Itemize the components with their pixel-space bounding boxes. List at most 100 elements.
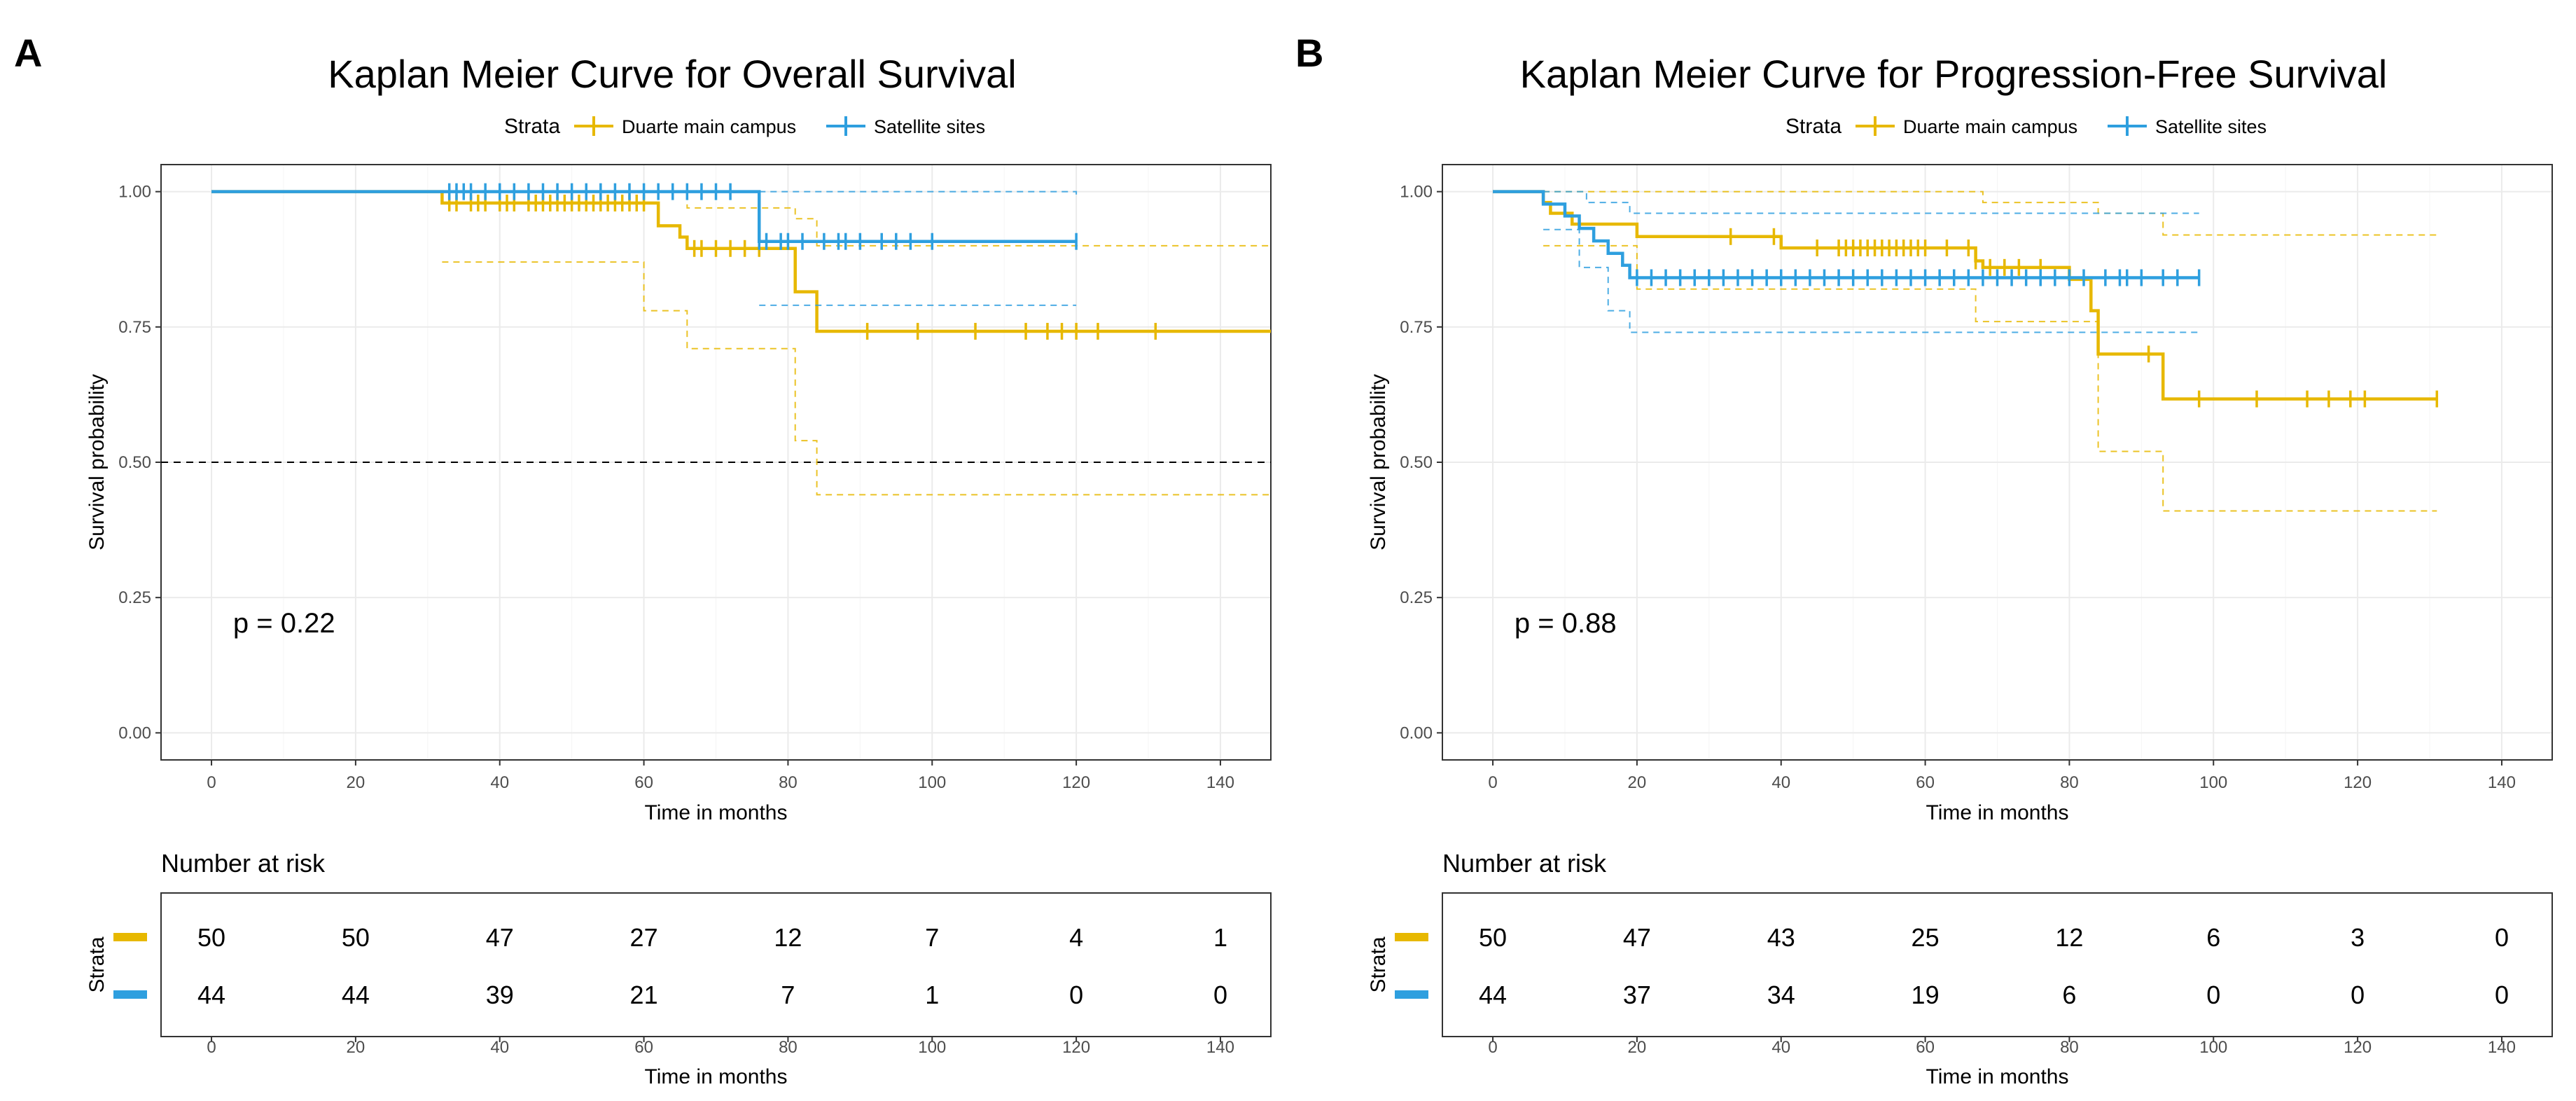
y-tick-label: 1.00	[1400, 183, 1433, 202]
risk-table-frame	[160, 892, 1272, 1037]
x-tick-label: 100	[2199, 773, 2227, 792]
risk-count: 21	[630, 981, 658, 1009]
y-tick-label: 0.75	[1400, 318, 1433, 337]
legend-entry: Satellite sites	[2155, 116, 2267, 137]
risk-row-key	[113, 990, 147, 999]
chart-title: Kaplan Meier Curve for Progression-Free …	[1520, 52, 2388, 96]
ci-upper-line	[442, 191, 1271, 247]
y-tick-label: 0.00	[1400, 723, 1433, 742]
risk-x-tick-label: 80	[779, 1038, 798, 1057]
y-axis-label: Survival probability	[1367, 374, 1390, 550]
risk-x-tick-label: 0	[1488, 1038, 1497, 1057]
risk-x-tick-label: 40	[490, 1038, 509, 1057]
risk-x-tick-label: 140	[1206, 1038, 1234, 1057]
ci-lower-line	[442, 261, 1271, 496]
x-axis: 0 20 40 60 80 100 120 140 Time in months	[1488, 760, 2516, 824]
x-tick-label: 20	[1628, 773, 1647, 792]
x-tick-label: 40	[490, 773, 509, 792]
x-tick-label: 40	[1771, 773, 1790, 792]
risk-count: 0	[2351, 981, 2365, 1009]
risk-count: 47	[1623, 923, 1651, 952]
risk-count: 0	[1213, 981, 1227, 1009]
risk-count: 43	[1767, 923, 1795, 952]
x-tick-label: 120	[1062, 773, 1090, 792]
y-axis-label: Survival probability	[85, 374, 109, 550]
risk-x-tick-label: 100	[918, 1038, 946, 1057]
y-tick-label: 0.25	[1400, 588, 1433, 607]
series-satellite-sites	[211, 183, 1078, 306]
risk-count: 19	[1912, 981, 1940, 1009]
risk-table-frame	[1442, 892, 2553, 1037]
risk-row-key	[1395, 990, 1428, 999]
risk-x-tick-label: 60	[634, 1038, 653, 1057]
risk-count: 50	[342, 923, 370, 952]
x-tick-label: 80	[779, 773, 798, 792]
risk-x-tick-label: 120	[1062, 1038, 1090, 1057]
y-tick-label: 0.25	[118, 588, 151, 607]
risk-count: 12	[2055, 923, 2083, 952]
x-axis: 0 20 40 60 80 100 120 140 Time in months	[207, 760, 1234, 824]
risk-count: 7	[781, 981, 795, 1009]
ci-upper-line	[1543, 191, 2437, 236]
risk-table-title: Number at risk	[161, 849, 326, 878]
risk-y-label: Strata	[85, 936, 109, 992]
legend: Strata Duarte main campus Satellite sites	[504, 115, 985, 138]
risk-x-tick-label: 20	[1628, 1038, 1647, 1057]
x-tick-label: 20	[347, 773, 365, 792]
risk-table-title: Number at risk	[1442, 849, 1607, 878]
risk-count: 1	[925, 981, 939, 1009]
risk-count: 12	[774, 923, 802, 952]
ci-lower-line	[1543, 244, 2437, 512]
risk-count: 7	[925, 923, 939, 952]
x-tick-label: 140	[2488, 773, 2516, 792]
risk-count: 1	[1213, 923, 1227, 952]
panel-label: A	[14, 31, 42, 75]
survival-curve	[1493, 190, 2199, 279]
panel-b: B Kaplan Meier Curve for Progression-Free…	[1295, 31, 2553, 1088]
risk-y-label: Strata	[1367, 936, 1390, 992]
risk-count: 0	[2495, 981, 2509, 1009]
ci-upper-line	[1543, 191, 2199, 214]
y-tick-label: 1.00	[118, 183, 151, 202]
risk-x-tick-label: 120	[2344, 1038, 2372, 1057]
legend-title: Strata	[1785, 115, 1842, 138]
survival-curve	[211, 190, 1271, 333]
x-tick-label: 60	[634, 773, 653, 792]
risk-count: 27	[630, 923, 658, 952]
y-axis: 0.00 0.25 0.50 0.75 1.00 Survival probability	[85, 183, 161, 742]
risk-count: 47	[486, 923, 514, 952]
x-axis-label: Time in months	[645, 801, 788, 824]
risk-row-key	[1395, 933, 1428, 941]
risk-x-tick-label: 100	[2199, 1038, 2227, 1057]
risk-count: 44	[342, 981, 370, 1009]
series-duarte-main-campus	[1493, 190, 2439, 512]
legend-entry: Duarte main campus	[1903, 116, 2077, 137]
x-tick-label: 0	[1488, 773, 1497, 792]
risk-x-axis-label: Time in months	[1926, 1065, 2069, 1088]
y-tick-label: 0.00	[118, 723, 151, 742]
x-tick-label: 140	[1206, 773, 1234, 792]
panel-label: B	[1295, 31, 1323, 75]
risk-count: 0	[1069, 981, 1083, 1009]
ci-lower-line	[1543, 228, 2199, 333]
risk-count: 50	[197, 923, 225, 952]
legend-title: Strata	[504, 115, 560, 138]
y-tick-label: 0.50	[1400, 453, 1433, 472]
risk-count: 3	[2351, 923, 2365, 952]
risk-count: 39	[486, 981, 514, 1009]
chart-title: Kaplan Meier Curve for Overall Survival	[328, 52, 1016, 96]
series-duarte-main-campus	[211, 190, 1271, 496]
risk-count: 6	[2206, 923, 2220, 952]
risk-x-tick-label: 0	[207, 1038, 216, 1057]
x-tick-label: 120	[2344, 773, 2372, 792]
x-axis-label: Time in months	[1926, 801, 2069, 824]
survival-curve	[1493, 190, 2437, 401]
risk-x-axis-label: Time in months	[645, 1065, 788, 1088]
risk-count: 4	[1069, 923, 1083, 952]
ci-upper-line	[759, 191, 1078, 198]
p-value: p = 0.22	[233, 608, 335, 639]
risk-x-tick-label: 40	[1771, 1038, 1790, 1057]
